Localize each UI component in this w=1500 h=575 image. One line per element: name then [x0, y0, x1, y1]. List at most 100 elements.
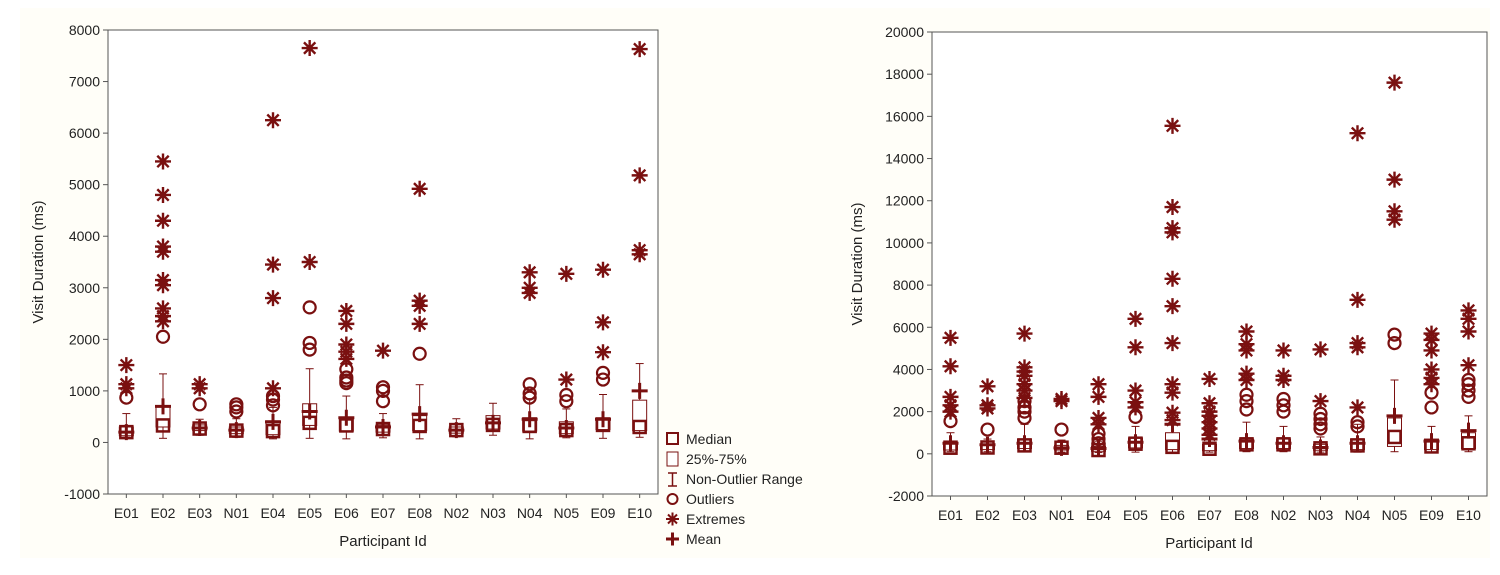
- x-tick-label: E08: [1234, 507, 1259, 523]
- extreme-point: [155, 272, 171, 289]
- box-E10: [631, 41, 648, 438]
- mean-marker: [485, 414, 501, 431]
- outlier-point: [559, 387, 574, 403]
- extreme-point: [1386, 171, 1403, 188]
- x-tick-label: E01: [938, 507, 963, 523]
- box-E07: [375, 342, 391, 439]
- box-E08: [411, 180, 428, 440]
- mean-marker: [155, 398, 171, 415]
- mean-marker: [1423, 433, 1440, 450]
- x-tick-label: N03: [1308, 507, 1334, 523]
- box-E05: [301, 40, 318, 439]
- x-tick-label: E10: [1456, 507, 1481, 523]
- outlier-point: [522, 390, 537, 405]
- outlier-point: [1387, 327, 1402, 342]
- extreme-point: [1386, 203, 1403, 220]
- mean-marker: [191, 420, 208, 437]
- extreme-point: [979, 397, 996, 414]
- extreme-point: [338, 302, 355, 319]
- extreme-point: [375, 342, 391, 359]
- x-tick-label: E02: [975, 507, 1000, 523]
- box-E01: [118, 357, 135, 441]
- outlier-point: [1239, 402, 1254, 417]
- extreme-point: [155, 186, 171, 203]
- y-tick-label: 6000: [893, 319, 924, 335]
- box-N02: [448, 418, 465, 439]
- right-y-axis-title: Visit Duration (ms): [849, 202, 866, 325]
- box-E02: [979, 378, 996, 455]
- extreme-point: [265, 290, 281, 307]
- right-x-axis-title: Participant Id: [1165, 535, 1253, 552]
- outlier-point: [375, 394, 391, 409]
- extreme-point: [155, 212, 171, 229]
- legend-range: Non-Outlier Range: [668, 471, 803, 487]
- outlier-point: [265, 398, 281, 413]
- extreme-point: [942, 388, 959, 405]
- median-marker: [632, 419, 647, 435]
- y-tick-label: 0: [916, 446, 924, 462]
- extreme-point: [1164, 404, 1181, 421]
- extreme-point: [1349, 125, 1366, 142]
- y-tick-label: 5000: [69, 177, 100, 193]
- extreme-point: [1127, 339, 1144, 356]
- median-marker: [1387, 429, 1402, 445]
- box-E09: [595, 261, 611, 439]
- extreme-point: [521, 264, 538, 281]
- outlier-point: [980, 422, 995, 437]
- outlier-point: [522, 386, 537, 401]
- legend-range-label: Non-Outlier Range: [686, 471, 803, 487]
- mean-marker: [338, 409, 355, 426]
- mean-marker: [942, 435, 959, 452]
- extreme-point: [942, 358, 959, 375]
- outlier-point: [1276, 391, 1291, 407]
- legend-outliers-symbol: [666, 493, 679, 505]
- box-N04: [521, 264, 538, 440]
- outlier-point: [1091, 436, 1106, 451]
- extreme-point: [521, 279, 538, 296]
- box-E09: [1423, 325, 1440, 454]
- y-tick-label: 16000: [885, 108, 924, 124]
- extreme-point: [1460, 310, 1477, 327]
- mean-marker: [631, 382, 648, 399]
- extreme-point: [1164, 199, 1181, 216]
- mean-marker: [448, 422, 465, 439]
- extreme-point: [1238, 323, 1255, 340]
- legend-median-symbol: [666, 432, 679, 445]
- extreme-point: [1090, 376, 1107, 393]
- extreme-point: [301, 40, 318, 57]
- extreme-point: [265, 112, 281, 129]
- outlier-point: [1239, 387, 1254, 402]
- extreme-point: [631, 41, 648, 58]
- box-E10: [1460, 302, 1477, 453]
- extreme-point: [155, 238, 171, 255]
- mean-marker: [228, 422, 245, 439]
- y-tick-label: 2000: [893, 404, 924, 420]
- outlier-point: [1313, 421, 1328, 436]
- legend-iqr-label: 25%-75%: [686, 451, 747, 467]
- legend-mean-symbol: [666, 532, 679, 546]
- extreme-point: [1460, 357, 1477, 374]
- extreme-point: [1090, 409, 1107, 426]
- outlier-point: [1461, 372, 1476, 388]
- outlier-point: [302, 300, 317, 315]
- y-tick-label: 0: [92, 434, 100, 450]
- mean-marker: [1238, 433, 1255, 450]
- legend-iqr-symbol: [666, 451, 679, 467]
- outlier-point: [339, 370, 354, 385]
- box-E06: [1164, 117, 1181, 455]
- extreme-point: [1164, 270, 1181, 287]
- y-tick-label: 8000: [893, 277, 924, 293]
- outlier-point: [302, 342, 317, 357]
- mean-marker: [1053, 439, 1070, 456]
- x-tick-label: E02: [151, 505, 176, 521]
- extreme-point: [1053, 390, 1070, 407]
- y-tick-label: 4000: [69, 228, 100, 244]
- outlier-point: [595, 365, 611, 380]
- mean-marker: [1312, 439, 1329, 456]
- extreme-point: [1386, 74, 1403, 91]
- x-tick-label: E03: [187, 505, 212, 521]
- outlier-point: [229, 397, 244, 412]
- extreme-point: [595, 314, 611, 331]
- box-N05: [1386, 74, 1403, 453]
- extreme-point: [1164, 220, 1181, 237]
